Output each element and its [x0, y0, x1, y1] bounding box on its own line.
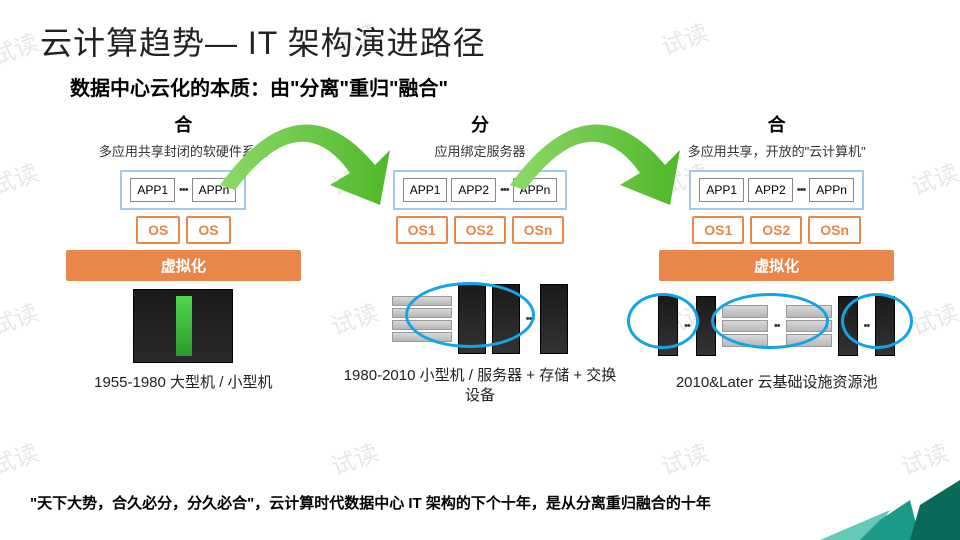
app-box: APP1 — [403, 178, 448, 202]
footer-quote: "天下大势，合久必分，分久必合"，云计算时代数据中心 IT 架构的下个十年，是从… — [30, 493, 860, 514]
circle-highlight-icon — [711, 293, 829, 349]
corner-decoration-icon — [820, 480, 960, 540]
watermark: 试读 — [895, 433, 952, 482]
os-row: OS1 OS2 OSn — [633, 216, 920, 244]
app-box: APPn — [809, 178, 854, 202]
os-row: OS1 OS2 OSn — [337, 216, 624, 244]
app-box: APP1 — [699, 178, 744, 202]
app-container: APP1 APP2 ••• APPn — [689, 170, 864, 210]
virtualization-layer: 虚拟化 — [66, 250, 301, 281]
ellipsis-icon: ••• — [797, 184, 806, 196]
os-box: OS2 — [454, 216, 506, 244]
os-box: OS1 — [396, 216, 448, 244]
circle-highlight-icon — [627, 293, 699, 349]
watermark: 试读 — [0, 433, 43, 482]
server-tower-icon — [540, 284, 568, 354]
arrow-1 — [210, 95, 400, 215]
era-label: 1955-1980 大型机 / 小型机 — [40, 373, 327, 393]
era-label: 2010&Later 云基础设施资源池 — [633, 373, 920, 393]
watermark: 试读 — [325, 433, 382, 482]
hardware-cloud-pool: •• •• •• — [633, 287, 920, 365]
circle-highlight-icon — [841, 293, 913, 349]
os-row: OS OS — [40, 216, 327, 244]
page-subtitle: 数据中心云化的本质：由"分离"重归"融合" — [70, 72, 920, 101]
os-box: OS — [136, 216, 180, 244]
os-box: OS1 — [692, 216, 744, 244]
os-box: OSn — [512, 216, 565, 244]
diagram-columns: 合 多应用共享封闭的软硬件系统 APP1 ••• APPn OS OS 虚拟化 … — [40, 111, 920, 405]
hardware-servers: ••• — [337, 280, 624, 358]
hardware-mainframe — [40, 287, 327, 365]
virtualization-layer: 虚拟化 — [659, 250, 894, 281]
arrow-2 — [500, 95, 690, 215]
os-box: OSn — [808, 216, 861, 244]
ellipsis-icon: ••• — [179, 184, 188, 196]
os-box: OS2 — [750, 216, 802, 244]
page-title: 云计算趋势— IT 架构演进路径 — [40, 18, 920, 64]
watermark: 试读 — [655, 433, 712, 482]
app-box: APP2 — [451, 178, 496, 202]
circle-highlight-icon — [405, 282, 535, 348]
os-box: OS — [186, 216, 230, 244]
mainframe-icon — [133, 289, 233, 363]
app-box: APP2 — [748, 178, 793, 202]
app-box: APP1 — [130, 178, 175, 202]
slide-content: 云计算趋势— IT 架构演进路径 数据中心云化的本质：由"分离"重归"融合" 合… — [0, 0, 960, 405]
era-label: 1980-2010 小型机 / 服务器 + 存储 + 交换设备 — [337, 366, 624, 405]
